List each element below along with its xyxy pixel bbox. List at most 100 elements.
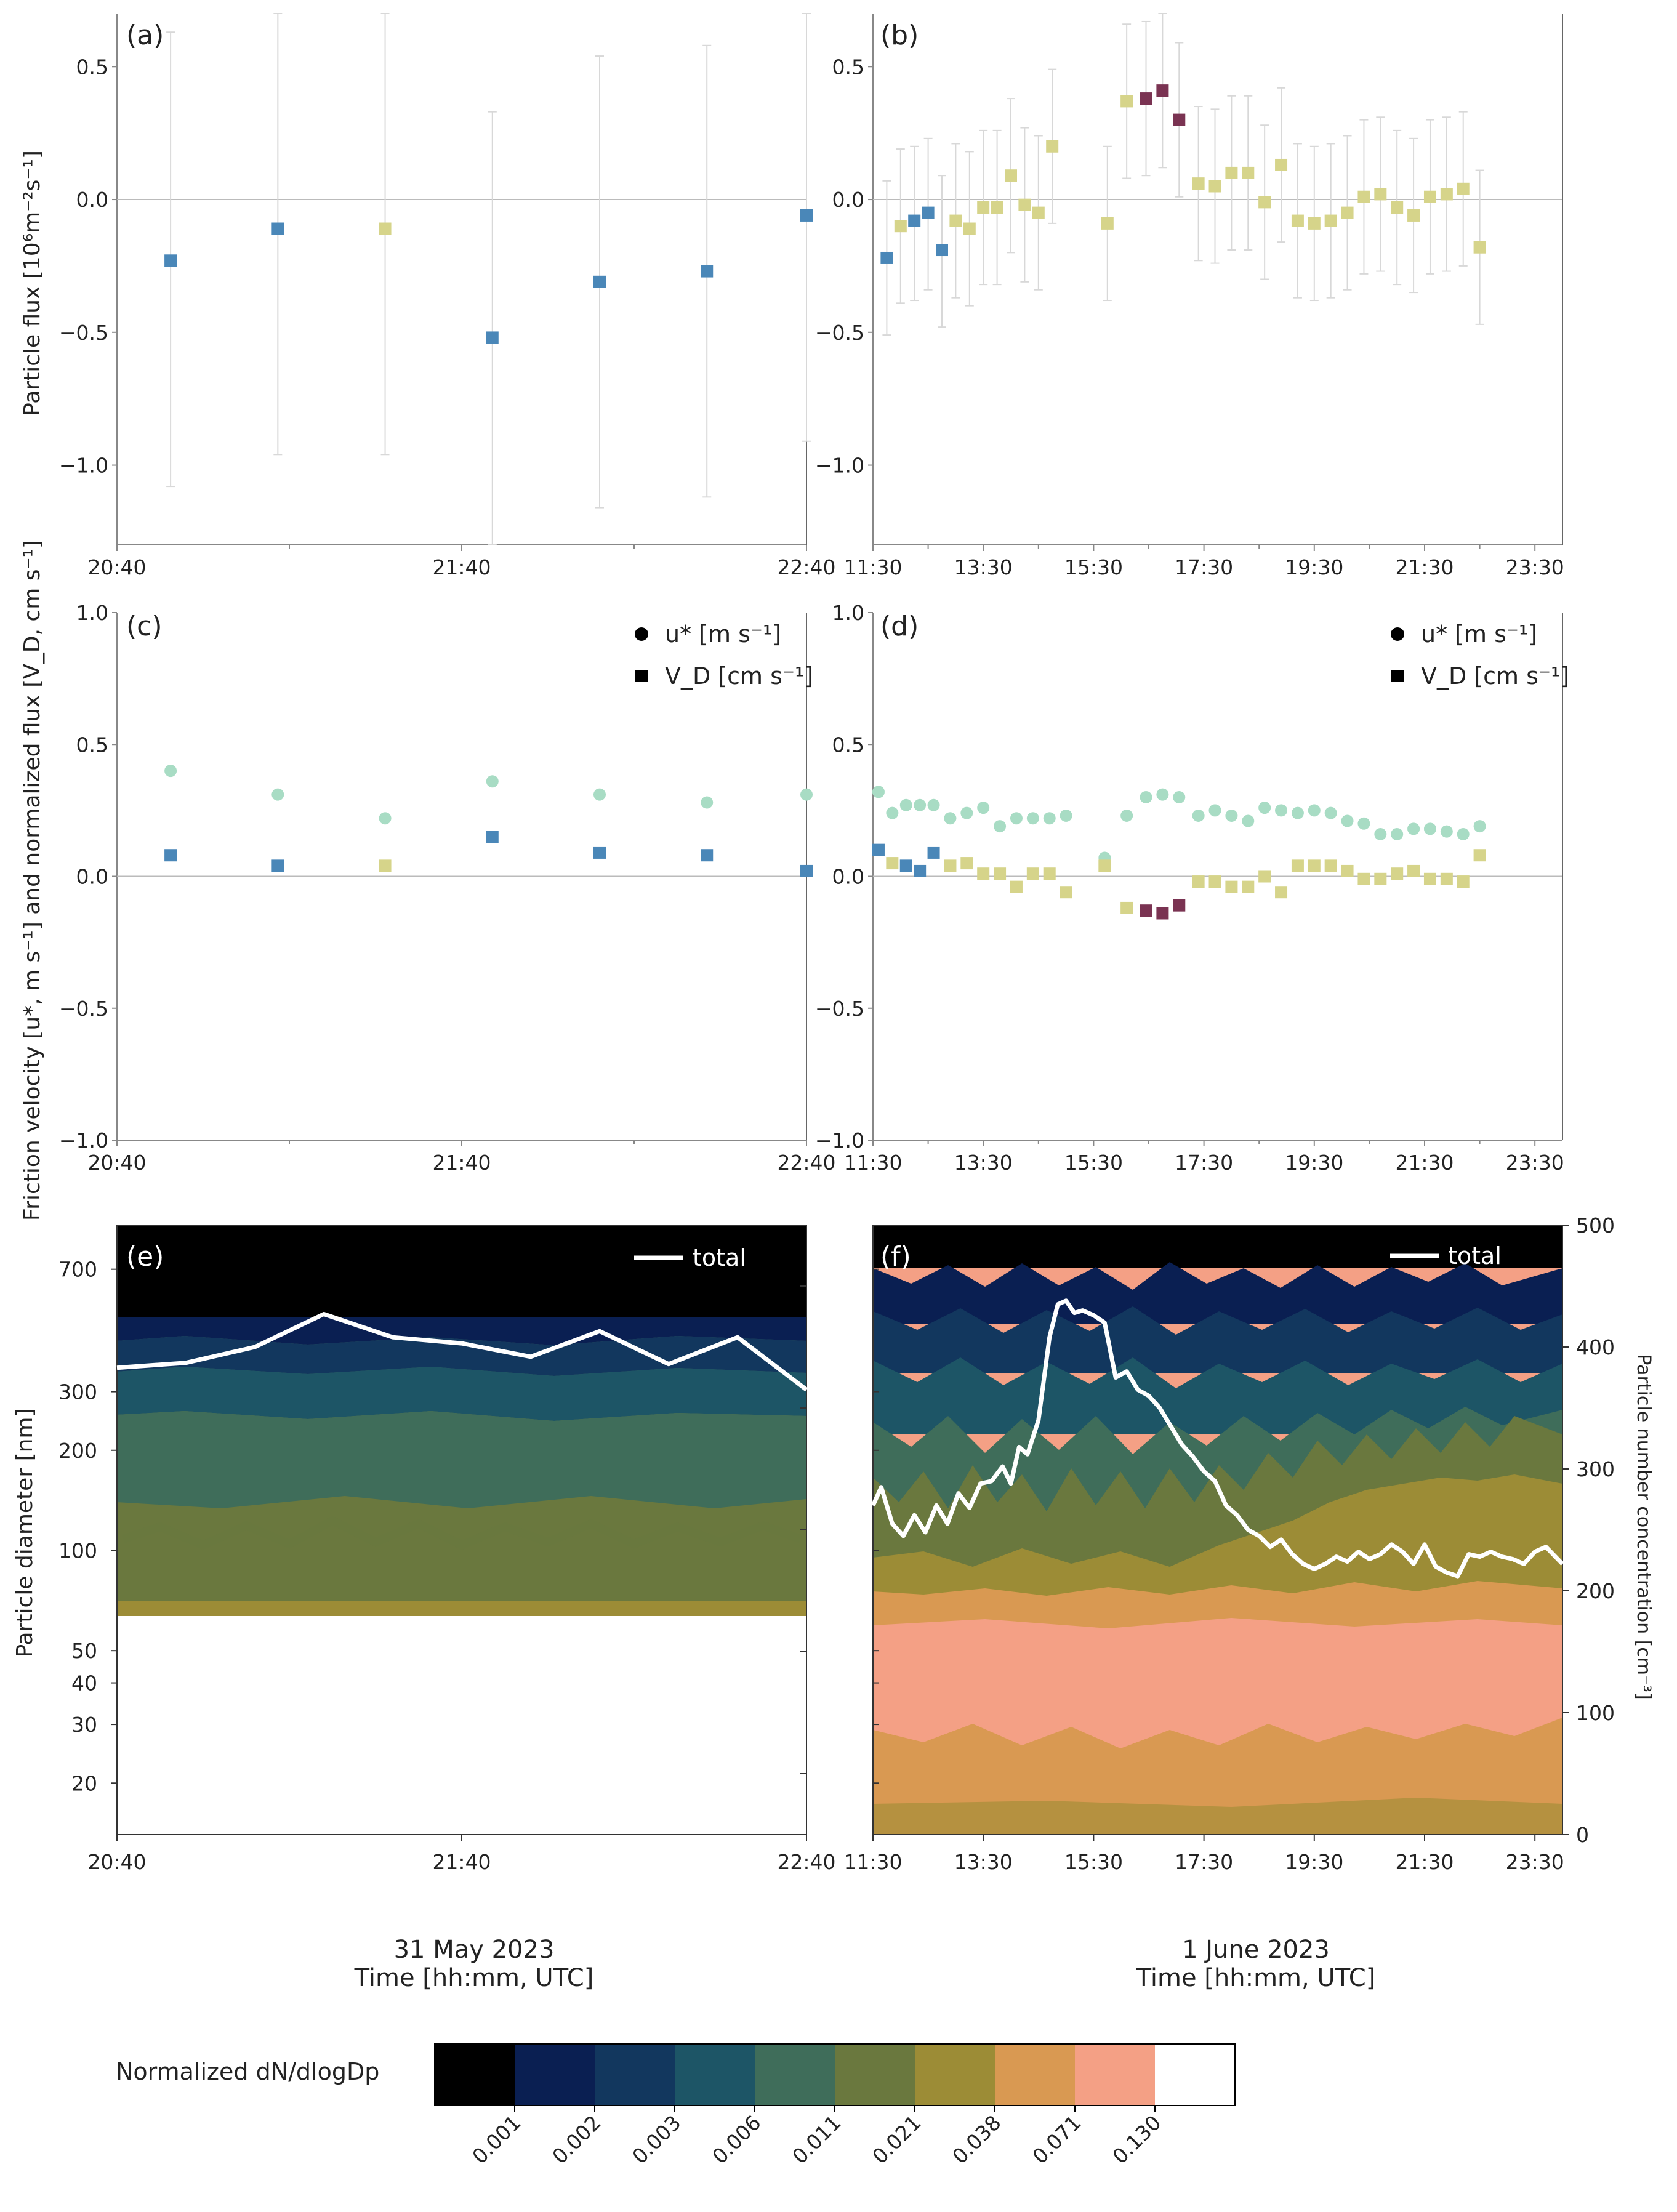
flux-point-b-35 <box>1473 241 1486 254</box>
panel-c-velocity-evening: (c) 1.0 0.5 0.0 −0.5 −1.020:40 21:40 22:40 u* … <box>59 601 836 1175</box>
vd-point-d-33 <box>1440 872 1453 885</box>
ytick-label-b-1: 0.0 <box>832 188 864 212</box>
vd-point-d-23 <box>1275 886 1288 899</box>
heatmap-f-band-001 <box>873 1225 1562 1268</box>
vd-point-d-17 <box>1173 899 1186 912</box>
vd-point-d-21 <box>1242 880 1255 893</box>
ustar-point-d-24 <box>1291 806 1304 819</box>
vd-point-c-2 <box>379 859 392 872</box>
flux-point-b-18 <box>1192 177 1205 190</box>
vd-point-d-26 <box>1324 859 1337 872</box>
xtick-label-d-1: 13:30 <box>954 1151 1013 1175</box>
flux-point-b-1 <box>894 220 907 233</box>
xtick-label-c-1: 21:40 <box>432 1151 491 1175</box>
colorbar-swatch-0 <box>435 2044 515 2105</box>
colorbar-swatch-7 <box>995 2044 1075 2105</box>
colorbar-swatch-6 <box>915 2044 995 2105</box>
vd-point-d-13 <box>1098 859 1111 872</box>
ytick-label-c-3: −0.5 <box>59 997 108 1021</box>
colorbar-tick-label-7: 0.071 <box>1028 2110 1085 2168</box>
total-line-e <box>116 1312 808 1392</box>
flux-point-b-0 <box>880 251 893 264</box>
vd-point-c-1 <box>271 859 284 872</box>
ustar-point-d-27 <box>1341 814 1354 827</box>
heatmap-e <box>117 1225 806 1835</box>
xtick-label-f-2: 15:30 <box>1064 1850 1123 1874</box>
flux-point-b-9 <box>1005 169 1017 182</box>
vd-point-d-1 <box>886 857 899 870</box>
colorbar-tick-label-1: 0.002 <box>547 2110 605 2168</box>
vd-point-d-24 <box>1291 859 1304 872</box>
xtick-label-a-1: 21:40 <box>432 555 491 579</box>
xtick-label-c-0: 20:40 <box>87 1151 146 1175</box>
ytick-label-a-2: −0.5 <box>59 321 108 345</box>
ytick-right-label-f-1: 400 <box>1576 1335 1615 1359</box>
ustar-point-d-4 <box>927 798 940 811</box>
legend-c-vd: V_D [cm s⁻¹] <box>665 662 813 690</box>
vd-point-d-8 <box>994 867 1007 880</box>
ustar-point-d-25 <box>1308 804 1321 817</box>
legend-c-ustar-marker <box>635 627 648 641</box>
heatmap-frame-f <box>872 1225 1563 1835</box>
flux-point-b-26 <box>1324 214 1337 227</box>
xtick-label-e-0: 20:40 <box>87 1850 146 1874</box>
ytick-label-d-1: 0.5 <box>832 733 864 757</box>
ustar-point-d-2 <box>899 798 912 811</box>
flux-point-b-24 <box>1291 214 1304 227</box>
flux-point-b-33 <box>1440 188 1453 201</box>
vd-point-d-12 <box>1060 886 1072 899</box>
legend-d-ustar-marker <box>1391 627 1404 641</box>
panel-d-label: (d) <box>880 611 919 642</box>
flux-point-b-23 <box>1275 158 1288 171</box>
vd-point-d-29 <box>1374 872 1387 885</box>
date-e: 31 May 2023 <box>394 1936 555 1964</box>
ustar-point-c-6 <box>800 788 813 801</box>
heatmap-e-band-021b <box>117 1496 806 1576</box>
vd-point-d-9 <box>1010 880 1023 893</box>
heatmap-e-band-bottom <box>117 1800 806 1835</box>
ustar-point-d-32 <box>1423 822 1436 835</box>
heatmap-f-band-002 <box>873 1262 1562 1324</box>
xtick-label-b-1: 13:30 <box>954 555 1013 579</box>
ustar-point-d-23 <box>1275 804 1288 817</box>
ustar-point-d-31 <box>1407 822 1420 835</box>
colorbar-tick-label-3: 0.006 <box>707 2110 765 2168</box>
xtick-label-d-5: 21:30 <box>1395 1151 1454 1175</box>
xtick-label-f-6: 23:30 <box>1506 1850 1564 1874</box>
diameter-axis-title: Particle diameter [nm] <box>12 1408 38 1657</box>
ytick-right-label-f-0: 500 <box>1576 1213 1615 1237</box>
concentration-axis-title: Particle number concentration [cm⁻³] <box>1633 1354 1654 1699</box>
ustar-point-d-28 <box>1357 817 1370 830</box>
flux-point-b-4 <box>936 244 948 257</box>
ustar-point-d-6 <box>960 806 973 819</box>
ytick-label-b-0: 0.5 <box>832 55 864 79</box>
panel-d-velocity-day: (d) 1.0 0.5 0.0 −0.5 −1.011:30 13:30 15:30 17:3… <box>815 601 1569 1175</box>
vd-point-d-11 <box>1043 867 1056 880</box>
xtick-label-b-3: 17:30 <box>1175 555 1233 579</box>
panel-c-label: (c) <box>126 611 163 642</box>
vd-point-d-28 <box>1357 872 1370 885</box>
ustar-point-d-30 <box>1391 827 1404 840</box>
vd-point-d-16 <box>1156 907 1169 920</box>
ytick-right-label-f-4: 100 <box>1576 1701 1615 1725</box>
ustar-point-d-10 <box>1026 812 1039 825</box>
ustar-point-d-17 <box>1173 790 1186 803</box>
xtick-label-f-3: 17:30 <box>1175 1850 1233 1874</box>
flux-point-b-16 <box>1156 84 1169 97</box>
ustar-point-d-16 <box>1156 788 1169 801</box>
colorbar-tick-label-4: 0.011 <box>787 2110 845 2168</box>
ustar-point-d-12 <box>1060 809 1072 822</box>
ytick-label-d-2: 0.0 <box>832 865 864 889</box>
vd-point-c-3 <box>486 831 499 843</box>
xtick-label-e-1: 21:40 <box>432 1850 491 1874</box>
ytick-label-b-3: −1.0 <box>815 454 864 478</box>
ustar-point-d-33 <box>1440 825 1453 838</box>
flux-point-b-11 <box>1032 206 1045 219</box>
ustar-point-c-1 <box>271 788 284 801</box>
ytick-label-e-4: 50 <box>71 1639 97 1663</box>
time-axis-title-f: Time [hh:mm, UTC] <box>1136 1964 1376 1992</box>
panel-f-label: (f) <box>880 1241 911 1273</box>
flux-point-b-5 <box>949 214 962 227</box>
ustar-point-d-18 <box>1192 809 1205 822</box>
